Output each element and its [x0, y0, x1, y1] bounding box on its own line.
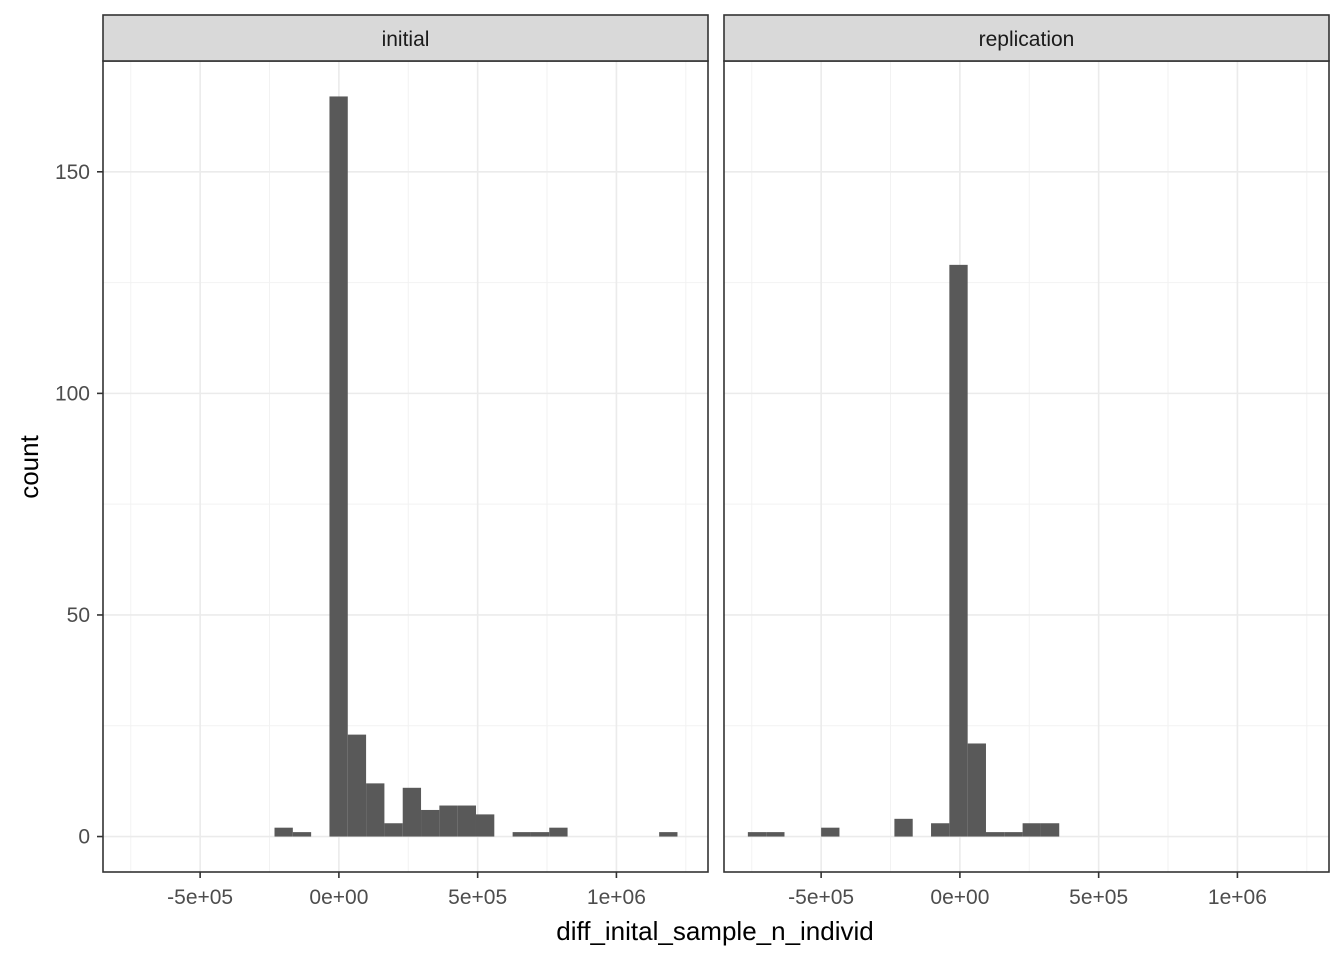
histogram-bar — [931, 823, 950, 837]
histogram-bar — [747, 832, 767, 837]
histogram-bar — [949, 264, 968, 837]
histogram-bar — [549, 827, 568, 837]
histogram-bar — [329, 96, 348, 837]
histogram-bar — [1040, 823, 1060, 837]
histogram-bar — [292, 832, 312, 837]
x-tick-label: -5e+05 — [788, 886, 854, 909]
histogram-bar — [402, 787, 422, 837]
histogram-bar — [766, 832, 785, 837]
facet-strip-label: replication — [979, 28, 1075, 51]
histogram-bar — [475, 814, 495, 837]
y-tick-label: 0 — [78, 826, 90, 849]
histogram-bar — [659, 832, 678, 837]
histogram-bar — [512, 832, 531, 837]
histogram-bar — [821, 827, 840, 837]
histogram-bar — [985, 832, 1005, 837]
y-axis-title: count — [14, 434, 44, 498]
y-tick-label: 50 — [67, 604, 90, 627]
histogram-bar — [1022, 823, 1041, 837]
facet-strip — [102, 14, 709, 62]
panel-background — [724, 61, 1329, 872]
histogram-bar — [366, 783, 385, 837]
x-tick-label: 1e+06 — [1208, 886, 1267, 909]
histogram-bar — [967, 743, 986, 837]
y-tick-label: 100 — [55, 382, 90, 405]
histogram-bar — [1004, 832, 1023, 837]
histogram-bar — [384, 823, 403, 837]
y-tick-label: 150 — [55, 161, 90, 184]
y-axis: 0 50 100 150 — [55, 161, 103, 849]
x-tick-label: -5e+05 — [167, 886, 233, 909]
x-tick-label: 5e+05 — [448, 886, 507, 909]
panel-replication: replication -5e+05 0e+00 5e+05 1e+06 — [723, 14, 1330, 909]
x-tick-label: 1e+06 — [587, 886, 646, 909]
x-axis-title: diff_inital_sample_n_individ — [556, 916, 874, 946]
histogram-bar — [421, 809, 440, 837]
histogram-bar — [530, 832, 550, 837]
x-tick-label: 0e+00 — [930, 886, 989, 909]
histogram-bar — [274, 827, 293, 837]
histogram-bar — [457, 805, 476, 837]
x-tick-label: 0e+00 — [309, 886, 368, 909]
x-tick-label: 5e+05 — [1069, 886, 1128, 909]
histogram-bar — [439, 805, 458, 837]
facet-strip-label: initial — [382, 28, 430, 51]
panel-background — [103, 61, 708, 872]
histogram-bar — [347, 734, 367, 837]
panels-layer: initial -5e+05 0e+00 5e+05 1e+06 replication -… — [102, 14, 1330, 909]
histogram-bar — [894, 818, 913, 837]
facet-strip — [723, 14, 1330, 62]
panel-initial: initial -5e+05 0e+00 5e+05 1e+06 — [102, 14, 709, 909]
